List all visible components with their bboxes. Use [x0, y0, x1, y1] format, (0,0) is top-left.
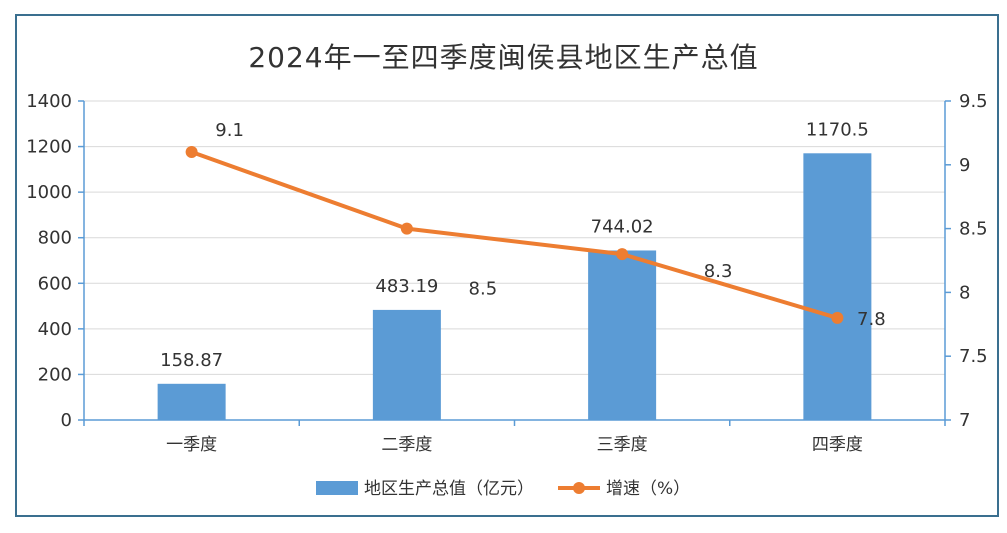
- line-point: [831, 311, 844, 324]
- y-left-tick-label: 0: [61, 410, 72, 431]
- x-tick-label: 二季度: [381, 435, 432, 455]
- y-left-tick-label: 200: [38, 364, 72, 385]
- y-right-tick-label: 7: [959, 410, 970, 431]
- y-left-tick-label: 1200: [26, 137, 72, 158]
- y-right-tick-label: 9.5: [959, 91, 988, 112]
- y-left-tick-label: 400: [38, 319, 72, 340]
- x-tick-label: 四季度: [812, 435, 863, 455]
- bar-data-label: 483.19: [375, 276, 438, 297]
- legend-swatch-marker: [573, 482, 585, 494]
- chart-title: 2024年一至四季度闽侯县地区生产总值: [248, 41, 759, 74]
- line-data-label: 8.5: [469, 279, 498, 300]
- bar-series: [157, 153, 872, 420]
- line-point: [616, 248, 629, 261]
- y-right-tick-label: 9: [959, 155, 970, 176]
- line-point: [185, 146, 198, 159]
- bar-data-label: 744.02: [591, 216, 654, 237]
- bar: [588, 250, 657, 420]
- line-data-label: 8.3: [704, 261, 733, 282]
- bar-data-label: 1170.5: [806, 119, 869, 140]
- legend-label-bar: 地区生产总值（亿元）: [364, 479, 534, 499]
- y-left-tick-label: 800: [38, 228, 72, 249]
- data-labels: 158.87 483.19 744.02 1170.5 9.1 8.5 8.3 7.8: [160, 119, 886, 371]
- y-left-tick-label: 1000: [26, 182, 72, 203]
- y-right-tick-label: 8.5: [959, 219, 988, 240]
- y-right-tick-label: 8: [959, 282, 970, 303]
- line-data-label: 9.1: [215, 120, 244, 141]
- line-series: [185, 146, 844, 324]
- bar: [803, 153, 872, 420]
- bar-data-label: 158.87: [160, 350, 223, 371]
- x-tick-label: 三季度: [597, 435, 648, 455]
- x-tick-label: 一季度: [166, 435, 217, 455]
- line-point: [400, 222, 413, 235]
- y-left-tick-label: 600: [38, 273, 72, 294]
- line-data-label: 7.8: [857, 309, 886, 330]
- legend: 地区生产总值（亿元） 增速（%）: [316, 479, 690, 499]
- gridlines: [84, 100, 945, 375]
- legend-swatch-bar: [316, 481, 358, 495]
- bar: [372, 309, 441, 420]
- axes: 0 200 400 600 800 1000 1200 1400 7 7.5 8 8.5 9 9.5 一季度…: [26, 91, 987, 455]
- bar: [157, 383, 226, 420]
- legend-label-line: 增速（%）: [606, 479, 690, 499]
- y-left-tick-label: 1400: [26, 91, 72, 112]
- growth-line: [190, 150, 838, 320]
- y-right-tick-label: 7.5: [959, 346, 988, 367]
